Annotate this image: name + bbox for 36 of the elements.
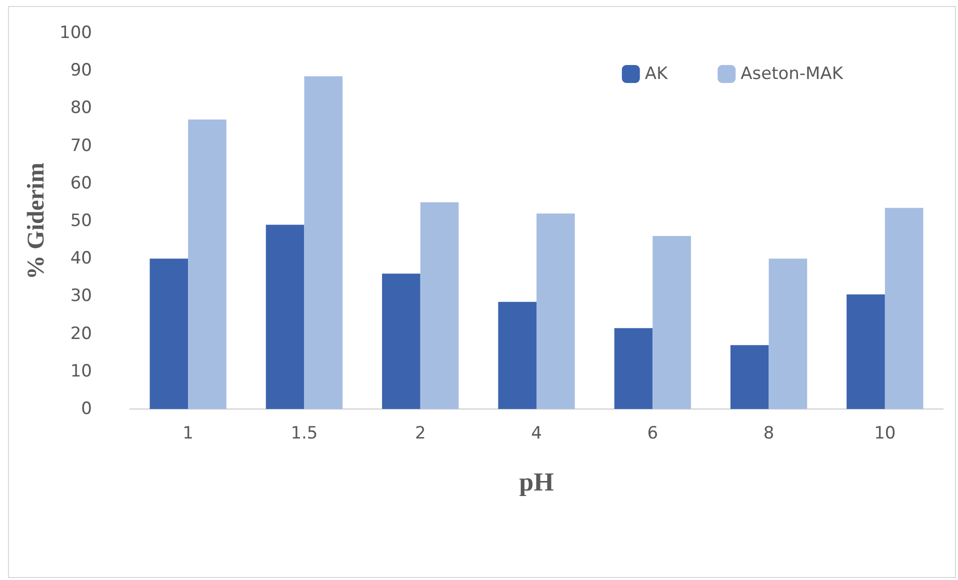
y-tick-label: 40 — [70, 248, 92, 269]
y-tick-label: 90 — [70, 60, 92, 81]
bar — [188, 119, 226, 409]
x-tick-label: 10 — [874, 424, 896, 444]
bar — [846, 294, 885, 409]
bar — [382, 274, 420, 409]
x-tick-label: 1 — [182, 424, 194, 444]
legend-label: AK — [644, 64, 668, 84]
y-tick-label: 70 — [70, 136, 92, 156]
legend-label: Aseton-MAK — [740, 64, 844, 84]
y-tick-label: 100 — [60, 23, 92, 43]
bar — [730, 345, 769, 409]
y-axis-title: % Giderim — [24, 162, 50, 280]
bar — [498, 302, 536, 409]
x-tick-label: 4 — [531, 424, 542, 444]
bar — [884, 208, 924, 409]
y-tick-label: 50 — [70, 211, 92, 231]
y-tick-label: 10 — [70, 361, 92, 382]
bar — [536, 213, 575, 409]
y-tick-label: 0 — [81, 399, 92, 419]
x-tick-label: 8 — [763, 424, 774, 444]
x-tick-label: 1.5 — [290, 424, 318, 444]
y-tick-label: 30 — [70, 286, 92, 306]
y-tick-label: 60 — [70, 173, 92, 194]
bar — [652, 236, 691, 409]
bar — [614, 328, 653, 409]
x-axis-title: pH — [519, 468, 554, 496]
bar — [150, 258, 188, 409]
bar — [304, 76, 343, 409]
x-tick-label: 2 — [414, 424, 426, 444]
bar — [420, 202, 459, 409]
y-tick-label: 20 — [70, 324, 92, 344]
y-tick-label: 80 — [70, 98, 92, 118]
bar — [768, 258, 808, 409]
bar — [266, 224, 304, 409]
x-tick-label: 6 — [647, 424, 658, 444]
